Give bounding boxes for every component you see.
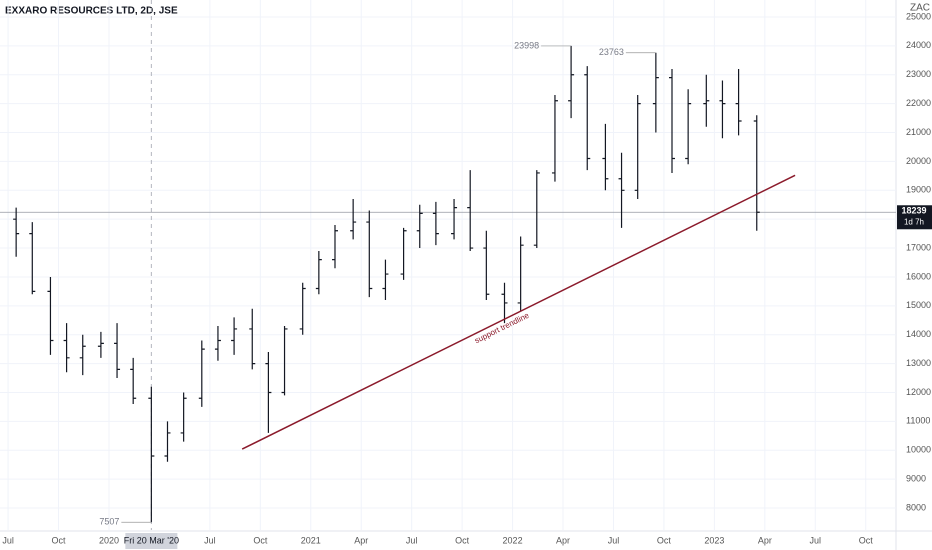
- ohlc-bar: [180, 392, 187, 442]
- ohlc-bar: [299, 282, 306, 335]
- y-tick-label: 22000: [906, 98, 931, 108]
- ohlc-bar: [652, 52, 659, 133]
- ohlc-bar: [400, 227, 407, 280]
- x-tick-label: 2021: [301, 535, 321, 545]
- x-tick-label: Apr: [556, 535, 570, 545]
- ohlc-bar: [97, 331, 104, 358]
- x-tick-label: Jul: [204, 535, 216, 545]
- y-tick-label: 24000: [906, 40, 931, 50]
- ohlc-bar: [130, 357, 137, 405]
- ohlc-bar: [568, 45, 575, 119]
- ohlc-bar: [584, 66, 591, 171]
- ohlc-bar: [63, 323, 70, 373]
- ohlc-bar: [483, 230, 490, 301]
- ohlc-bar: [533, 170, 540, 249]
- x-tick-label: Jul: [406, 535, 418, 545]
- x-tick-label: Oct: [455, 535, 470, 545]
- x-tick-label: Jul: [810, 535, 822, 545]
- ohlc-bar: [467, 170, 474, 251]
- y-tick-label: 25000: [906, 11, 931, 21]
- grid: [0, 0, 896, 530]
- ohlc-bar: [501, 282, 508, 324]
- x-tick-label: 2022: [503, 535, 523, 545]
- x-tick-label: 2020: [99, 535, 119, 545]
- ohlc-bar: [331, 224, 338, 269]
- currency: ZAC: [910, 3, 930, 14]
- ohlc-bar: [281, 326, 288, 396]
- ohlc-bar: [198, 340, 205, 407]
- ohlc-bar: [416, 204, 423, 249]
- ohlc-bar: [114, 323, 121, 379]
- ohlc-bar: [618, 152, 625, 228]
- ohlc-bar: [753, 115, 760, 231]
- crosshair-label-bg: [125, 533, 178, 549]
- ohlc-bar: [231, 317, 238, 355]
- x-tick-label: Apr: [354, 535, 368, 545]
- y-tick-label: 11000: [906, 416, 930, 426]
- ohlc-bar: [634, 94, 641, 199]
- ohlc-bar: [249, 308, 256, 370]
- y-tick-label: 14000: [906, 329, 931, 339]
- annotation: 23763: [599, 47, 624, 57]
- ohlc-bar: [79, 334, 86, 376]
- ohlc-bar: [432, 201, 439, 246]
- y-tick-label: 12000: [906, 387, 931, 397]
- ohlc-bar: [551, 94, 558, 182]
- ohlc-bar: [719, 80, 726, 139]
- ohlc-bar: [148, 386, 155, 523]
- y-tick-label: 23000: [906, 69, 931, 79]
- y-tick-label: 8000: [906, 502, 926, 512]
- chart-title: EXXARO RESOURCES LTD, 2D, JSE: [5, 6, 178, 17]
- y-tick-label: 15000: [906, 300, 931, 310]
- ohlc-bar: [350, 198, 357, 240]
- y-tick-label: 9000: [906, 474, 926, 484]
- y-tick-label: 17000: [906, 242, 931, 252]
- x-tick-label: Oct: [253, 535, 268, 545]
- y-tick-label: 13000: [906, 358, 931, 368]
- y-tick-label: 16000: [906, 271, 931, 281]
- ohlc-bar: [735, 68, 742, 136]
- ohlc-bar: [47, 276, 54, 355]
- ohlc-bar: [669, 68, 675, 173]
- ohlc-bar: [164, 421, 171, 462]
- ohlc-bar: [265, 352, 272, 433]
- y-tick-label: 10000: [906, 445, 931, 455]
- ohlc-bar: [382, 259, 389, 301]
- ohlc-bar: [517, 236, 524, 312]
- annotation: 7507: [99, 517, 119, 527]
- crosshair-label: Fri 20 Mar '20: [124, 535, 179, 545]
- price-badge-countdown: 1d 7h: [904, 217, 924, 226]
- trendline: [241, 174, 796, 450]
- x-tick-label: Oct: [859, 535, 874, 545]
- y-tick-label: 19000: [906, 185, 931, 195]
- ohlc-bar: [451, 198, 458, 240]
- ohlc-bar: [214, 326, 221, 361]
- annotation: 23998: [514, 40, 539, 50]
- ohlc-bar: [602, 123, 609, 191]
- y-tick-label: 20000: [906, 156, 931, 166]
- x-tick-label: 2023: [704, 535, 724, 545]
- x-tick-label: Oct: [657, 535, 672, 545]
- ohlc-bar: [13, 207, 20, 257]
- price-badge-value: 18239: [901, 206, 926, 216]
- y-tick-label: 21000: [906, 127, 931, 137]
- x-tick-label: Oct: [52, 535, 67, 545]
- x-tick-label: Jul: [608, 535, 620, 545]
- ohlc-bar: [315, 250, 322, 295]
- price-badge: [897, 205, 932, 230]
- ohlc-bar: [703, 74, 710, 127]
- x-tick-label: Jul: [2, 535, 14, 545]
- x-tick-label: Apr: [758, 535, 772, 545]
- ohlc-bar: [685, 89, 692, 165]
- ohlc-bar: [29, 222, 36, 295]
- ohlc-bar: [366, 210, 373, 298]
